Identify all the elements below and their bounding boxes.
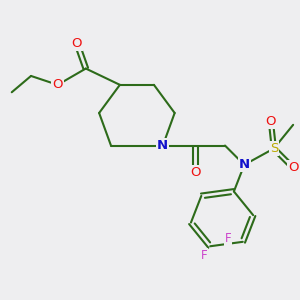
Text: O: O xyxy=(72,37,82,50)
Text: S: S xyxy=(270,142,278,155)
Text: N: N xyxy=(157,139,168,152)
Text: N: N xyxy=(239,158,250,171)
Text: O: O xyxy=(52,78,63,91)
Text: O: O xyxy=(288,161,298,174)
Text: F: F xyxy=(201,249,208,262)
Text: O: O xyxy=(266,116,276,128)
Text: O: O xyxy=(190,166,201,179)
Text: F: F xyxy=(225,232,231,245)
